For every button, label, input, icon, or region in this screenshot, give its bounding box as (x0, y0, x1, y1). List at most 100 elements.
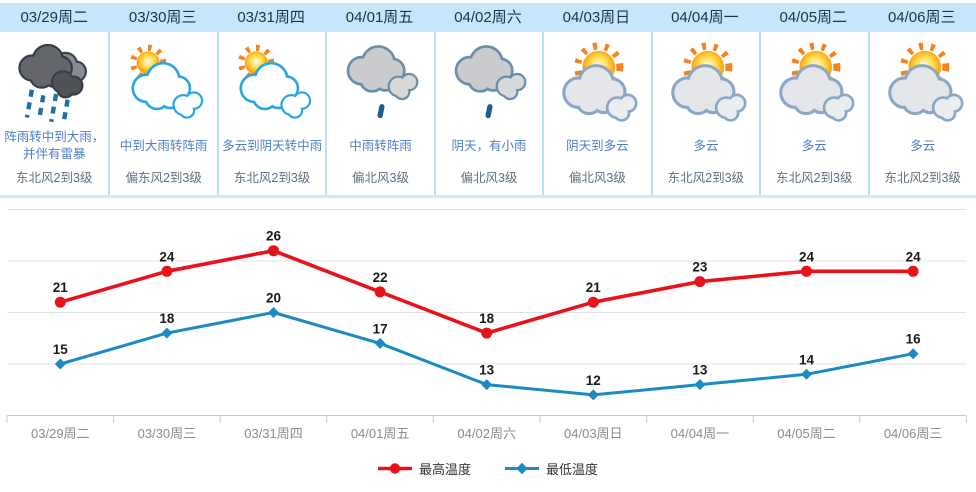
forecast-day: 03/31周四 多云到阴天转中雨 东北风2到3级 (216, 3, 326, 195)
storm-rain-icon (10, 37, 98, 129)
forecast-day-body: 多云到阴天转中雨 东北风2到3级 (216, 32, 325, 195)
x-axis-label: 04/02周六 (457, 426, 516, 441)
forecast-day-body: 阴天到多云 偏北风3级 (542, 32, 650, 195)
forecast-day-body: 阴天，有小雨 偏北风3级 (433, 32, 542, 195)
low-temp-point[interactable] (587, 389, 599, 401)
low-temp-point[interactable] (801, 368, 812, 380)
point-value-label: 22 (373, 270, 388, 285)
wind-info: 东北风2到3级 (776, 171, 853, 185)
low-temp-point[interactable] (54, 358, 66, 370)
cloud-drizzle-icon (337, 37, 425, 129)
wind-info: 东北风2到3级 (16, 171, 93, 185)
sun-cloud-icon (770, 37, 858, 129)
forecast-day: 03/29周二 阵雨转中到大雨，并伴有雷暴 东北风2到3级 (0, 3, 109, 195)
wind-info: 偏北风3级 (460, 171, 518, 185)
forecast-panel: 03/29周二 阵雨转中到大雨，并伴有雷暴 东北风2到3级 03/30周三 中到… (0, 0, 976, 198)
high-temp-point[interactable] (801, 265, 812, 277)
point-value-label: 18 (479, 311, 495, 326)
high-temp-point[interactable] (907, 265, 919, 277)
weather-condition: 中到大雨转阵雨 (119, 138, 208, 153)
chart-legend: 最高温度 最低温度 (0, 446, 976, 490)
forecast-day: 04/05周二 多云 东北风2到3级 (759, 3, 868, 195)
point-value-label: 17 (373, 321, 388, 336)
forecast-day-body: 阵雨转中到大雨，并伴有雷暴 东北风2到3级 (0, 32, 108, 195)
weather-condition: 阴天，有小雨 (451, 138, 527, 153)
wind-info: 偏北风3级 (568, 171, 626, 185)
sun-cloud-icon (553, 37, 641, 129)
high-temp-point[interactable] (268, 245, 279, 257)
point-value-label: 24 (906, 249, 922, 264)
forecast-date: 04/06周三 (867, 3, 976, 32)
high-temp-point[interactable] (161, 265, 173, 277)
weather-condition: 阵雨转中到大雨，并伴有雷暴 (4, 130, 105, 161)
high-temp-point[interactable] (54, 296, 66, 308)
high-temp-point[interactable] (694, 276, 706, 288)
high-temp-point[interactable] (587, 296, 599, 308)
x-axis-label: 04/06周三 (884, 426, 943, 441)
wind-info: 偏北风3级 (352, 171, 409, 185)
cloud-drizzle-icon (445, 37, 533, 129)
high-temp-point[interactable] (374, 286, 386, 298)
forecast-day: 03/30周三 中到大雨转阵雨 偏东风2到3级 (108, 3, 217, 195)
low-temp-point[interactable] (161, 327, 173, 339)
forecast-date: 04/01周五 (325, 3, 434, 32)
low-temp-point[interactable] (481, 379, 493, 391)
point-value-label: 13 (692, 363, 708, 378)
forecast-day-body: 多云 东北风2到3级 (759, 32, 867, 195)
x-axis-label: 04/01周五 (351, 426, 410, 441)
sun-cloud-icon (662, 37, 750, 129)
point-value-label: 23 (692, 260, 708, 275)
forecast-day: 04/06周三 多云 东北风2到3级 (867, 3, 976, 195)
forecast-day-body: 多云 东北风2到3级 (867, 32, 976, 195)
sun-cloud-icon (879, 37, 967, 129)
x-axis-label: 04/05周二 (777, 426, 836, 441)
wind-info: 东北风2到3级 (884, 171, 961, 185)
x-axis-label: 04/03周日 (564, 426, 623, 441)
high-temp-point[interactable] (481, 327, 493, 339)
legend-label-low-temp: 最低温度 (546, 461, 599, 477)
sun-cloud-icon (228, 37, 316, 129)
x-axis-label: 03/30周三 (138, 426, 197, 441)
high-temp-legend-marker-icon (377, 462, 412, 474)
forecast-date: 04/02周六 (433, 3, 543, 32)
weather-condition: 多云到阴天转中雨 (222, 138, 323, 153)
point-value-label: 26 (266, 229, 282, 244)
legend-item-high-temp[interactable]: 最高温度 (377, 459, 471, 478)
point-value-label: 14 (799, 352, 815, 367)
low-temp-point[interactable] (694, 379, 706, 391)
forecast-date: 04/05周二 (759, 3, 868, 32)
x-axis-label: 03/29周二 (31, 426, 90, 441)
forecast-date: 04/03周日 (542, 3, 651, 32)
x-axis-label: 03/31周四 (244, 426, 303, 441)
forecast-date: 03/29周二 (0, 3, 109, 32)
forecast-day-body: 中雨转阵雨 偏北风3级 (325, 32, 433, 195)
forecast-day: 04/02周六 阴天，有小雨 偏北风3级 (433, 3, 543, 195)
forecast-date: 03/31周四 (216, 3, 326, 32)
forecast-day-body: 中到大雨转阵雨 偏东风2到3级 (108, 32, 216, 195)
point-value-label: 12 (586, 373, 601, 388)
low-temp-point[interactable] (907, 348, 919, 360)
forecast-date: 04/04周一 (650, 3, 760, 32)
legend-item-low-temp[interactable]: 最低温度 (505, 459, 598, 478)
forecast-day: 04/03周日 阴天到多云 偏北风3级 (542, 3, 651, 195)
point-value-label: 16 (906, 332, 922, 347)
wind-info: 偏东风2到3级 (125, 171, 202, 185)
forecast-date: 03/30周三 (108, 3, 217, 32)
low-temp-point[interactable] (268, 307, 279, 318)
weather-condition: 多云 (693, 138, 719, 153)
point-value-label: 15 (53, 342, 69, 357)
low-temp-point[interactable] (374, 337, 386, 349)
forecast-day: 04/01周五 中雨转阵雨 偏北风3级 (325, 3, 434, 195)
temperature-chart: 03/29周二 03/30周三 03/31周四 04/01周五 04/02周六 04/03… (6, 209, 967, 441)
weather-condition: 多云 (910, 138, 936, 153)
point-value-label: 18 (159, 311, 175, 326)
point-value-label: 21 (586, 280, 602, 295)
temperature-chart-section: 03/29周二 03/30周三 03/31周四 04/01周五 04/02周六 04/03… (0, 198, 976, 490)
wind-info: 东北风2到3级 (233, 171, 311, 185)
point-value-label: 24 (159, 249, 175, 264)
forecast-day: 04/04周一 多云 东北风2到3级 (650, 3, 760, 195)
point-value-label: 20 (266, 291, 281, 306)
point-value-label: 21 (53, 280, 69, 295)
low-temp-legend-marker-icon (505, 462, 539, 474)
